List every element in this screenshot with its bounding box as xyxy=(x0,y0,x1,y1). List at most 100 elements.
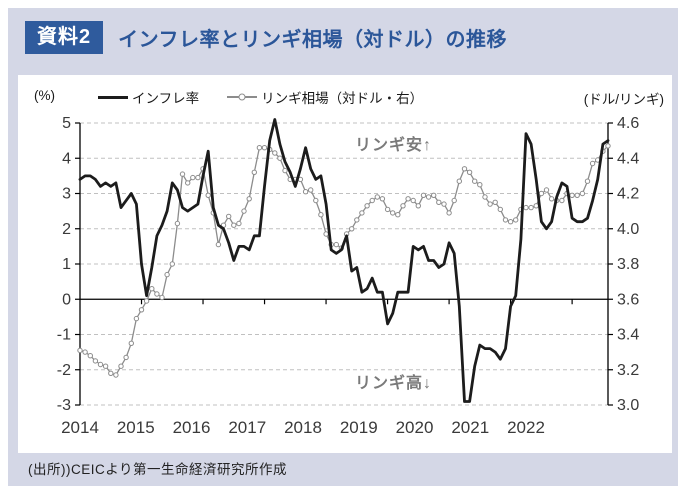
ringgit-marker xyxy=(231,222,237,228)
annotation-ringgit-strong: リンギ高↓ xyxy=(355,375,433,392)
ringgit-marker xyxy=(436,199,442,206)
ringgit-marker xyxy=(149,286,155,292)
ringgit-marker xyxy=(451,197,457,204)
ringgit-line xyxy=(79,145,609,376)
chart-legend: (%) インフレ率 リンギ相場（対ドル・右） (ドル/リンギ) xyxy=(18,86,672,108)
ringgit-marker xyxy=(410,197,416,204)
annotation-ringgit-weak: リンギ安↑ xyxy=(355,137,433,154)
ringgit-marker xyxy=(528,204,534,211)
ringgit-marker xyxy=(369,197,375,204)
ringgit-marker xyxy=(333,241,339,248)
ringgit-marker xyxy=(431,192,437,199)
ringgit-marker xyxy=(482,194,488,200)
left-axis-tick-label: -1 xyxy=(57,327,71,344)
ringgit-marker xyxy=(487,201,493,207)
ringgit-marker xyxy=(605,143,611,149)
figure-number-badge: 資料2 xyxy=(25,21,104,54)
ringgit-marker xyxy=(533,203,539,209)
ringgit-marker xyxy=(477,182,483,188)
ringgit-marker xyxy=(138,307,145,313)
right-axis-tick-label: 4.0 xyxy=(617,221,639,238)
right-axis-tick-label: 4.6 xyxy=(617,115,639,132)
ringgit-marker xyxy=(405,196,411,202)
legend-label-ringgit: リンギ相場（対ドル・右） xyxy=(261,91,424,106)
right-axis-unit: (ドル/リンギ) xyxy=(583,92,664,107)
x-axis-year-label: 2017 xyxy=(228,418,266,437)
inflation-line-swatch xyxy=(98,95,128,99)
ringgit-marker xyxy=(179,171,186,177)
ringgit-line-swatch xyxy=(227,93,258,101)
ringgit-marker-dot xyxy=(238,93,246,101)
ringgit-marker xyxy=(461,166,468,172)
ringgit-marker xyxy=(143,298,150,304)
ringgit-marker xyxy=(400,203,406,209)
ringgit-marker xyxy=(354,217,360,223)
ringgit-marker xyxy=(379,196,386,202)
left-axis-tick-label: 3 xyxy=(62,186,71,203)
ringgit-marker xyxy=(92,358,99,364)
ringgit-marker xyxy=(507,219,514,225)
ringgit-marker xyxy=(584,178,591,184)
ringgit-marker xyxy=(446,210,452,216)
x-axis-year-label: 2020 xyxy=(396,418,434,437)
ringgit-marker xyxy=(205,192,211,199)
left-axis-tick-label: 1 xyxy=(62,256,71,273)
x-axis-year-label: 2022 xyxy=(507,418,545,437)
ringgit-marker xyxy=(195,174,201,181)
right-axis-tick-label: 3.2 xyxy=(617,362,639,379)
ringgit-marker xyxy=(118,363,124,369)
ringgit-marker xyxy=(246,196,252,202)
ringgit-marker xyxy=(313,197,319,204)
figure-frame: 資料2 インフレ率とリンギ相場（対ドル）の推移 5 4.6 4 4.4 3 4.2 2 4.0… xyxy=(8,8,678,486)
left-axis-tick-label: 4 xyxy=(62,150,71,167)
ringgit-marker xyxy=(395,212,401,218)
ringgit-marker xyxy=(308,187,314,193)
x-axis-year-label: 2021 xyxy=(451,418,489,437)
axes xyxy=(75,122,613,406)
ringgit-marker xyxy=(472,178,478,184)
ringgit-marker xyxy=(123,354,129,361)
ringgit-marker xyxy=(374,194,380,200)
ringgit-marker xyxy=(108,370,114,376)
ringgit-marker xyxy=(113,372,119,378)
ringgit-marker xyxy=(420,192,427,199)
legend-item-inflation: インフレ率 xyxy=(98,87,199,107)
ringgit-series xyxy=(77,143,611,378)
ringgit-marker xyxy=(272,150,278,156)
inflation-line xyxy=(78,118,610,403)
figure-header: 資料2 インフレ率とリンギ相場（対ドル）の推移 xyxy=(25,21,507,54)
inflation-series xyxy=(78,118,610,403)
legend-item-ringgit: リンギ相場（対ドル・右） xyxy=(227,87,423,107)
left-axis-tick-label: 2 xyxy=(62,221,71,238)
x-axis-year-label: 2019 xyxy=(340,418,378,437)
left-axis-unit: (%) xyxy=(34,88,55,103)
legend-items: インフレ率 リンギ相場（対ドル・右） xyxy=(98,86,423,108)
right-axis-tick-label: 4.4 xyxy=(617,150,639,167)
x-axis-year-label: 2014 xyxy=(61,418,99,437)
figure-title: インフレ率とリンギ相場（対ドル）の推移 xyxy=(118,29,508,51)
left-axis-tick-label: 0 xyxy=(62,291,71,308)
left-axis-tick-label: -3 xyxy=(57,397,71,414)
ringgit-marker xyxy=(384,206,391,213)
ringgit-marker xyxy=(185,180,191,186)
left-axis-tick-label: 5 xyxy=(62,115,71,132)
ringgit-marker xyxy=(169,261,176,267)
right-axis-tick-label: 3.8 xyxy=(617,256,639,273)
ringgit-marker xyxy=(359,210,365,216)
ringgit-marker xyxy=(82,349,88,355)
ringgit-marker xyxy=(497,206,503,213)
right-axis-tick-label: 3.4 xyxy=(617,327,639,344)
x-axis-year-label: 2016 xyxy=(173,418,211,437)
ringgit-marker xyxy=(87,353,94,359)
ringgit-marker xyxy=(174,220,181,227)
right-axis-tick-label: 3.0 xyxy=(617,397,639,414)
ringgit-marker xyxy=(154,291,160,297)
ringgit-marker xyxy=(190,174,196,181)
ringgit-marker xyxy=(425,194,432,200)
ringgit-marker xyxy=(318,212,324,218)
ringgit-marker xyxy=(159,294,165,301)
ringgit-marker xyxy=(523,204,529,211)
ringgit-marker xyxy=(364,203,370,209)
ringgit-marker xyxy=(277,155,283,161)
